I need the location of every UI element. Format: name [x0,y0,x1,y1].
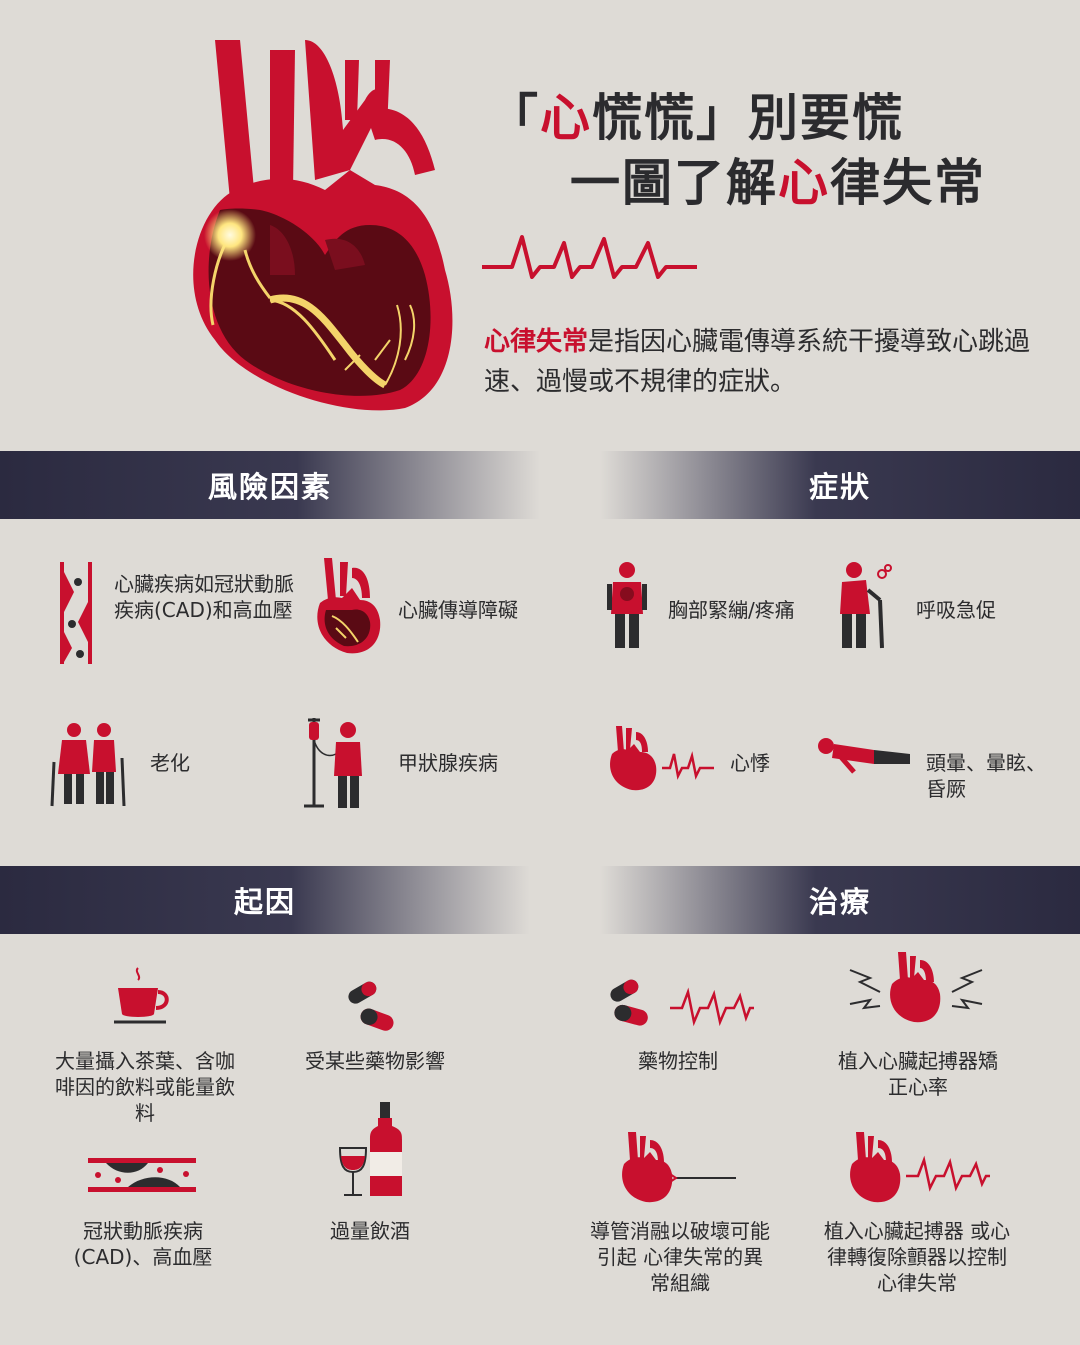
risk-item-conduction: 心臟傳導障礙 [398,598,518,622]
cause-item-caffeine: 大量攝入茶葉、含咖啡因的飲料或能量飲料 [55,1049,235,1125]
section-risk-header: 風險因素 [0,451,540,519]
pacemaker-shock-heart-icon [849,952,983,1023]
symptom-item-chest: 胸部緊繃/疼痛 [668,598,795,622]
catheter-ablation-icon [622,1132,736,1203]
medication-ecg-icon [610,979,754,1027]
coffee-cup-icon [114,967,169,1024]
treatment-item-pacemaker: 植入心臟起搏器矯正心率 [838,1049,998,1099]
section-treatment-header: 治療 [600,866,1080,934]
symptom-item-dizzy: 頭暈、暈眩、昏厥 [926,751,1046,801]
cause-item-medication: 受某些藥物影響 [305,1049,445,1073]
heart-conduction-icon [317,558,381,654]
elderly-couple-icon [50,723,126,807]
pills-icon [348,981,394,1031]
short-breath-person-icon [840,562,892,649]
heart-illustration-icon [193,40,453,411]
title-line-2: 一圖了解心律失常 [570,154,986,212]
cause-item-alcohol: 過量飲酒 [330,1219,410,1243]
palpitation-heart-icon [610,726,714,791]
treatment-item-medication: 藥物控制 [638,1049,718,1073]
clogged-artery-icon [88,1158,196,1192]
pacemaker-defibrillator-icon [850,1132,990,1203]
treatment-item-ablation: 導管消融以破壞可能引起 心律失常的異常組織 [590,1219,770,1295]
wine-bottle-glass-icon [338,1102,402,1196]
risk-item-aging: 老化 [150,751,190,775]
title-line-1: 「心慌慌」別要慌 [488,89,904,147]
risk-item-thyroid: 甲狀腺疾病 [398,751,498,775]
treatment-item-icd: 植入心臟起搏器 或心律轉復除顫器以控制心律失常 [823,1219,1011,1295]
artery-plaque-icon [60,562,92,664]
iv-drip-patient-icon [304,718,362,808]
section-symptoms-header: 症狀 [600,451,1080,519]
symptom-item-palpitation: 心悸 [730,751,770,775]
ecg-line-icon [482,235,697,279]
intro-text: 心律失常是指因心臟電傳導系統干擾導致心跳過速、過慢或不規律的症狀。 [484,327,1031,397]
risk-item-cad: 心臟疾病如冠狀動脈疾病(CAD)和高血壓 [114,572,294,622]
cause-item-cad: 冠狀動脈疾病(CAD)、高血壓 [73,1219,213,1269]
section-causes-header: 起因 [0,866,530,934]
symptom-item-breath: 呼吸急促 [916,598,996,622]
fainted-person-icon [818,738,910,774]
chest-pain-person-icon [607,562,647,648]
